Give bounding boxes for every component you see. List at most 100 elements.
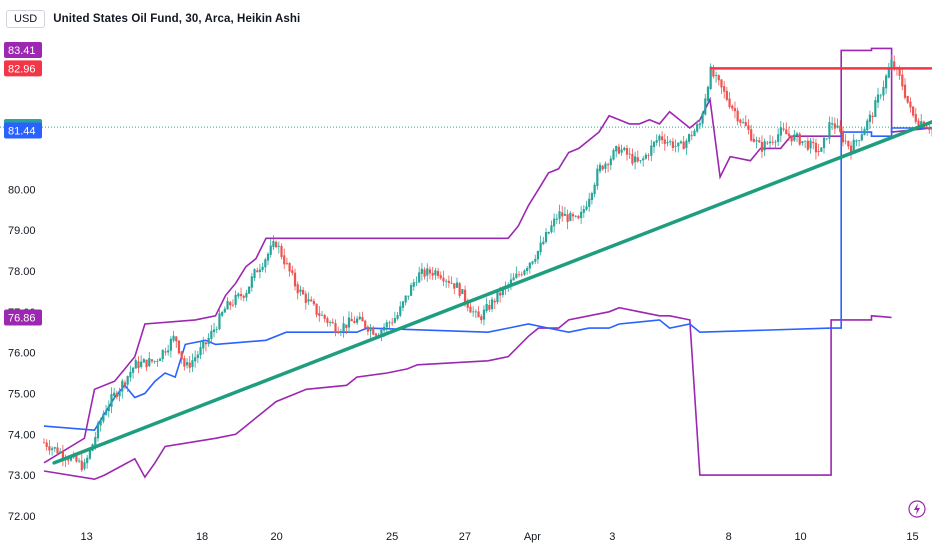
candle-body xyxy=(256,270,259,273)
y-tick-label: 76.00 xyxy=(8,348,36,360)
candle-body xyxy=(280,245,283,257)
candle-body xyxy=(909,101,912,108)
candle-body xyxy=(723,86,726,92)
x-tick-label: 27 xyxy=(459,531,471,543)
candle-body xyxy=(801,141,804,144)
candle-body xyxy=(161,349,164,360)
candle-body xyxy=(831,123,834,125)
support-band-line xyxy=(43,127,932,432)
candle-body xyxy=(841,130,845,143)
candle-body xyxy=(221,312,224,316)
candle-body xyxy=(531,261,534,264)
lightning-icon xyxy=(908,500,926,518)
candle-body xyxy=(248,286,251,294)
candle-body xyxy=(261,266,264,270)
candle-body xyxy=(580,211,583,218)
chart-header: USD United States Oil Fund, 30, Arca, He… xyxy=(0,9,300,29)
currency-button[interactable]: USD xyxy=(6,10,46,28)
candle-body xyxy=(320,314,324,316)
candle-body xyxy=(172,335,175,341)
candle-body xyxy=(488,305,491,310)
candle-body xyxy=(782,128,785,130)
price-badge-label: 83.41 xyxy=(8,45,36,57)
x-tick-label: Apr xyxy=(524,531,541,543)
candle-body xyxy=(329,322,332,323)
candle-body xyxy=(67,459,70,461)
candle-body xyxy=(820,147,823,152)
candle-body xyxy=(364,320,367,328)
candle-body xyxy=(59,451,62,453)
candle-body xyxy=(671,141,674,149)
candle-body xyxy=(604,163,607,169)
candle-body xyxy=(890,59,893,70)
candle-body xyxy=(385,322,388,328)
candle-body xyxy=(42,442,46,444)
candle-body xyxy=(515,273,518,278)
candle-body xyxy=(69,456,73,461)
candle-body xyxy=(299,289,302,292)
candle-body xyxy=(912,106,915,116)
candle-body xyxy=(156,360,159,362)
candle-body xyxy=(652,141,656,148)
candle-body xyxy=(509,279,513,285)
candle-body xyxy=(258,269,262,272)
candle-body xyxy=(148,358,151,367)
candle-body xyxy=(188,362,191,368)
candle-body xyxy=(318,313,321,316)
candle-body xyxy=(528,262,531,269)
candle-body xyxy=(277,245,280,247)
candle-body xyxy=(342,323,345,332)
upper-band-line xyxy=(43,47,932,464)
candle-body xyxy=(126,376,129,385)
candle-body xyxy=(393,318,396,323)
x-tick-label: 15 xyxy=(906,531,918,543)
candle-body xyxy=(598,164,602,172)
candle-body xyxy=(361,316,364,322)
candle-body xyxy=(704,98,707,115)
candle-body xyxy=(709,66,712,89)
candle-body xyxy=(202,341,205,349)
candle-body xyxy=(903,84,907,98)
candle-body xyxy=(482,309,486,320)
candle-body xyxy=(442,277,445,282)
candle-body xyxy=(860,134,863,141)
candle-body xyxy=(787,133,791,136)
candle-body xyxy=(779,127,782,136)
candle-body xyxy=(731,105,734,109)
candle-body xyxy=(115,393,118,397)
candle-body xyxy=(561,212,564,217)
candle-body xyxy=(660,136,664,141)
candle-body xyxy=(555,218,558,220)
candle-body xyxy=(234,294,237,305)
candle-body xyxy=(717,75,720,81)
candle-body xyxy=(593,184,596,195)
candle-body xyxy=(636,157,639,162)
candle-body xyxy=(48,446,51,451)
candle-body xyxy=(245,292,248,298)
candle-body xyxy=(674,146,677,148)
candle-body xyxy=(577,215,580,219)
candle-body xyxy=(825,138,828,140)
candle-body xyxy=(855,140,858,142)
candle-body xyxy=(253,269,256,279)
candle-body xyxy=(655,140,658,143)
candle-body xyxy=(107,406,110,412)
candle-body xyxy=(809,140,812,149)
candle-body xyxy=(701,112,704,124)
candle-body xyxy=(439,275,442,279)
candle-body xyxy=(893,61,896,70)
candle-body xyxy=(153,360,156,362)
candle-body xyxy=(123,382,127,386)
candle-body xyxy=(747,125,750,130)
candle-body xyxy=(639,160,642,162)
candle-body xyxy=(158,358,162,361)
candle-body xyxy=(601,165,604,170)
candle-body xyxy=(558,211,561,219)
candle-body xyxy=(720,79,723,88)
candle-body xyxy=(879,95,882,97)
candle-body xyxy=(658,135,661,141)
candle-body xyxy=(917,120,920,126)
candle-body xyxy=(77,460,81,462)
